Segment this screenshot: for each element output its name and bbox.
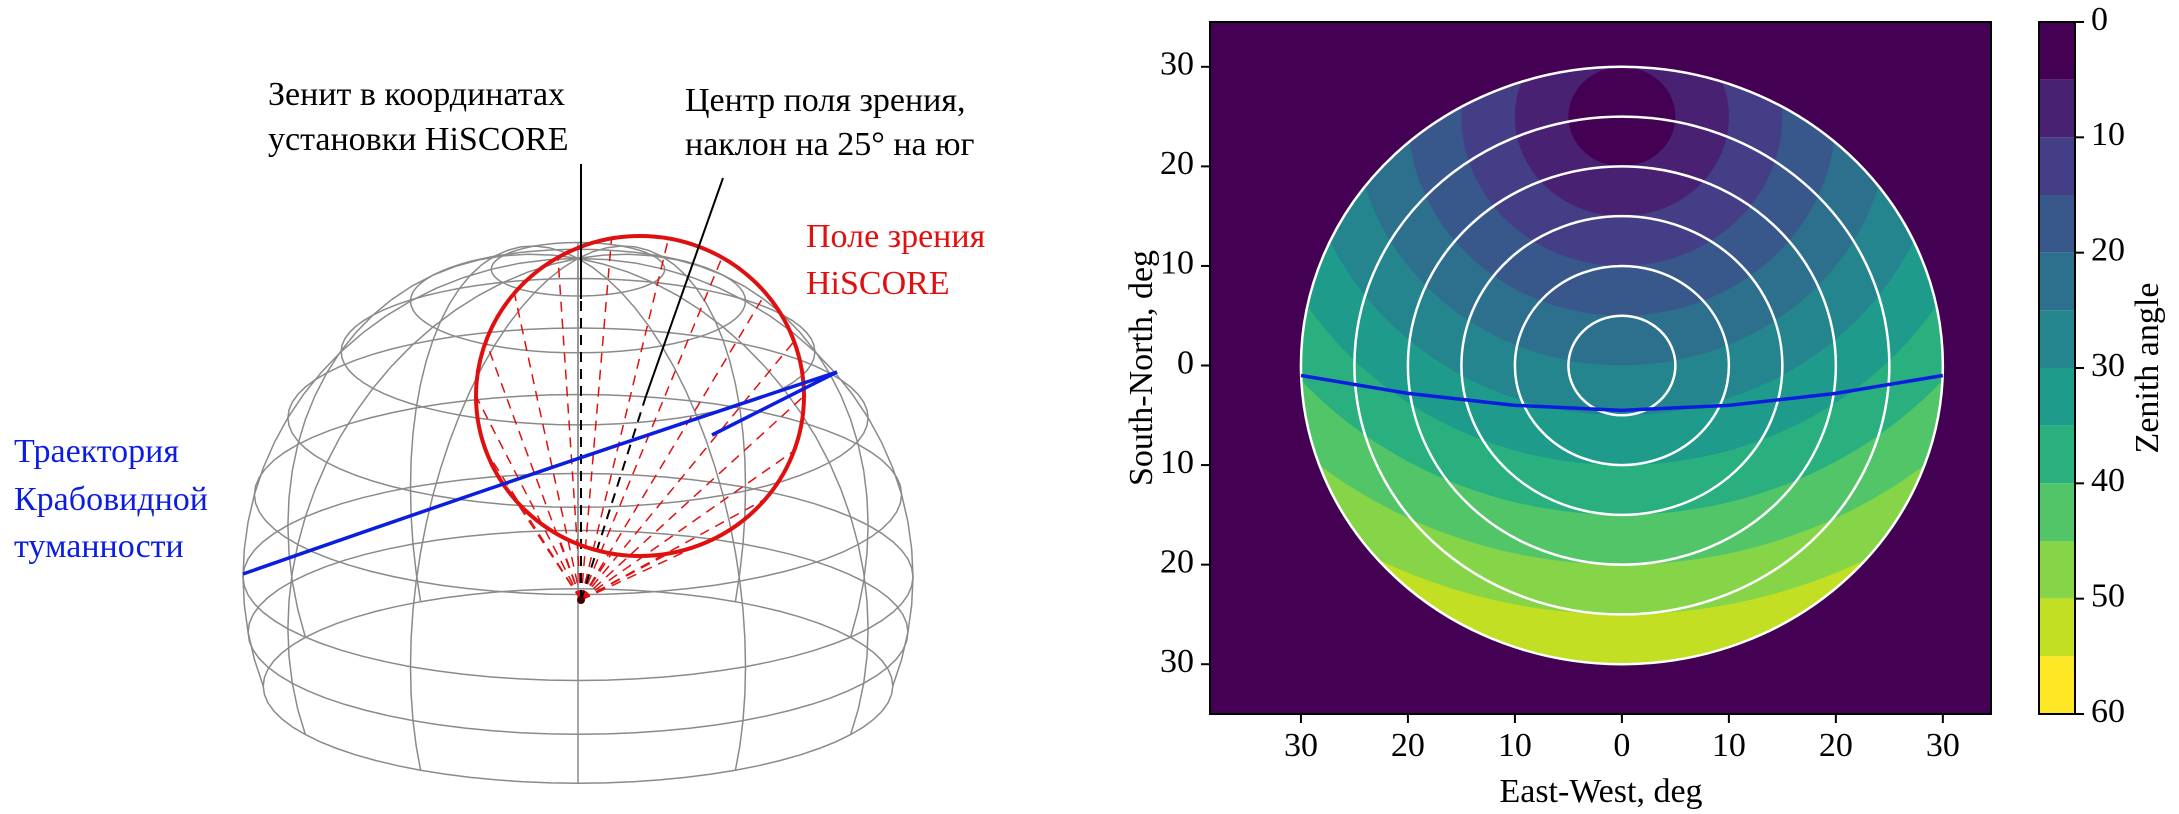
figure: Зенит в координатах установки HiSCORE Це…	[0, 0, 2179, 814]
colorbar-band	[2039, 599, 2075, 657]
x-tick-label: 0	[1613, 727, 1630, 764]
y-tick-label: 10	[1160, 444, 1194, 481]
colorbar-band	[2039, 656, 2075, 714]
y-tick-label: 20	[1160, 145, 1194, 182]
colorbar-band	[2039, 368, 2075, 426]
trajectory-label: Крабовидной	[14, 481, 208, 518]
y-tick-label: 10	[1160, 245, 1194, 282]
zenith-label: установки HiSCORE	[268, 121, 569, 158]
apex-point	[577, 596, 585, 604]
colorbar-band	[2039, 195, 2075, 253]
meridian-line	[578, 254, 868, 637]
fov-label: Поле зрения	[806, 218, 986, 255]
hemisphere-diagram	[243, 236, 913, 783]
x-tick-label: 10	[1712, 727, 1746, 764]
y-tick-label: 0	[1177, 344, 1194, 381]
fov-ray	[476, 396, 581, 600]
y-tick-label: 30	[1160, 46, 1194, 83]
colorbar-tick-label: 40	[2091, 462, 2125, 499]
colorbar-band	[2039, 80, 2075, 138]
x-axis-label: East-West, deg	[1499, 773, 1702, 810]
meridian-line	[288, 254, 578, 637]
colorbar-band	[2039, 310, 2075, 368]
colorbar-band	[2039, 426, 2075, 484]
zenith-label: Зенит в координатах	[268, 76, 565, 113]
y-axis-label: South-North, deg	[1123, 250, 1160, 486]
pointer-line	[646, 178, 723, 396]
colorbar-band	[2039, 22, 2075, 80]
fov-center-ray	[581, 396, 646, 600]
colorbar-band	[2039, 541, 2075, 599]
x-tick-label: 20	[1391, 727, 1425, 764]
colorbar-band	[2039, 253, 2075, 311]
trajectory-curve	[243, 372, 837, 574]
colorbar-tick-label: 20	[2091, 231, 2125, 268]
colorbar-tick-label: 30	[2091, 347, 2125, 384]
trajectory-label: туманности	[14, 528, 184, 565]
trajectory-label: Траектория	[14, 433, 179, 470]
fov-ray	[581, 451, 794, 600]
plot-area	[980, 0, 2179, 714]
fov-center-label: Центр поля зрения,	[685, 82, 966, 119]
contour-bands	[980, 0, 2179, 714]
x-tick-label: 30	[1926, 727, 1960, 764]
x-tick-label: 30	[1284, 727, 1318, 764]
colorbar-band	[2039, 137, 2075, 195]
colorbar-tick-label: 0	[2091, 1, 2108, 38]
colorbar-tick-label: 50	[2091, 577, 2125, 614]
y-tick-label: 30	[1160, 643, 1194, 680]
x-tick-label: 20	[1819, 727, 1853, 764]
colorbar-tick-label: 60	[2091, 693, 2125, 730]
fov-ray	[581, 341, 794, 600]
fov-label: HiSCORE	[806, 265, 950, 302]
colorbar-label: Zenith angle	[2129, 283, 2166, 454]
fov-center-label: наклон на 25° на юг	[685, 126, 975, 163]
colorbar-band	[2039, 483, 2075, 541]
y-tick-label: 20	[1160, 543, 1194, 580]
x-tick-label: 10	[1498, 727, 1532, 764]
colorbar-tick-label: 10	[2091, 116, 2125, 153]
